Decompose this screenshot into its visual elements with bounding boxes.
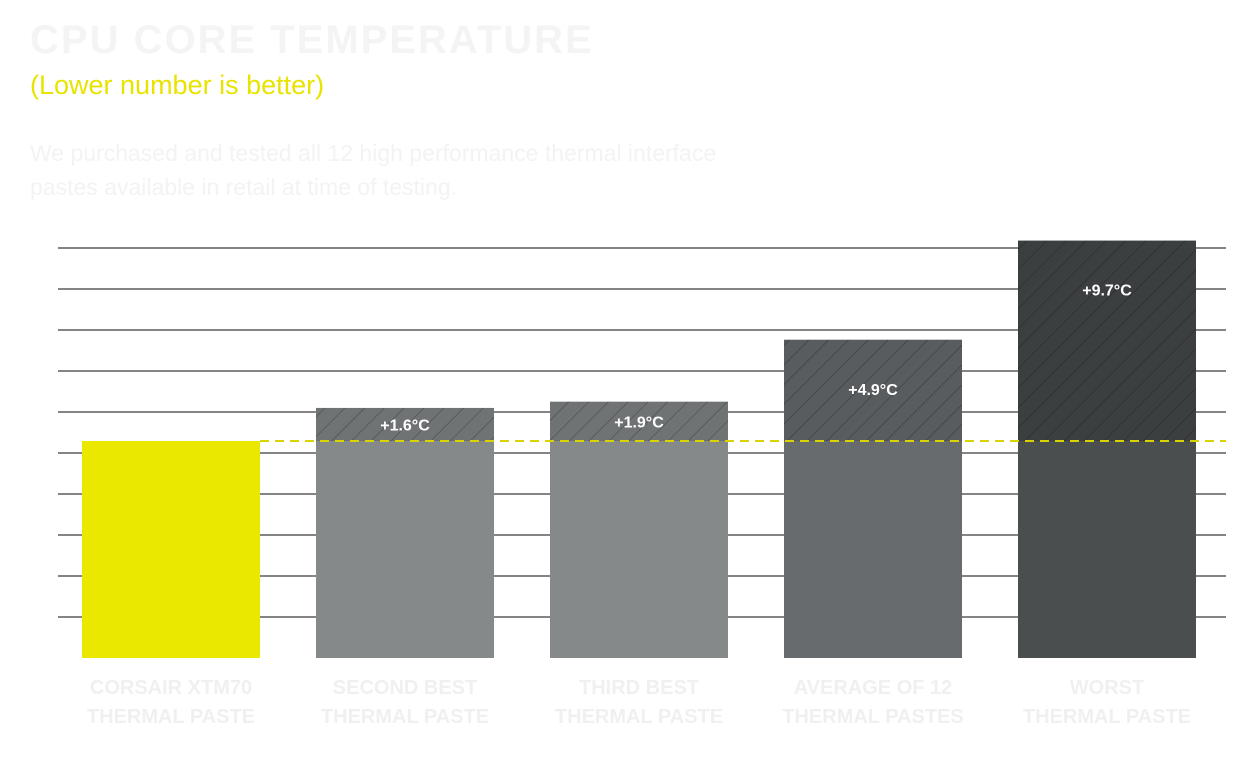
bar-1 xyxy=(316,407,494,658)
bar-delta-hatch-4 xyxy=(1018,240,1196,441)
bar-0 xyxy=(82,441,260,658)
bar-2 xyxy=(550,401,728,658)
delta-label-2: +1.9°C xyxy=(614,414,664,431)
category-label-4-0: WORST xyxy=(1070,677,1144,699)
category-label-1-0: SECOND BEST xyxy=(333,677,477,699)
bar-delta-hatch-3 xyxy=(784,339,962,441)
delta-label-3: +4.9°C xyxy=(848,382,898,399)
category-label-4-1: THERMAL PASTE xyxy=(1023,706,1191,728)
chart-title: CPU CORE TEMPERATURE xyxy=(30,18,594,62)
category-label-2-0: THIRD BEST xyxy=(579,677,699,699)
bar-delta-hatch-2 xyxy=(550,401,728,441)
bars xyxy=(82,240,1196,658)
category-label-3-0: AVERAGE OF 12 xyxy=(794,677,953,699)
category-label-0-1: THERMAL PASTE xyxy=(87,706,255,728)
category-label-3-1: THERMAL PASTES xyxy=(782,706,964,728)
delta-label-4: +9.7°C xyxy=(1082,283,1132,300)
bar-delta-hatch-1 xyxy=(316,407,494,441)
labels: CORSAIR XTM70 THERMAL PASTE +1.6°C SECOND B… xyxy=(87,283,1191,728)
category-label-1-1: THERMAL PASTE xyxy=(321,706,489,728)
chart-subtitle: (Lower number is better) xyxy=(30,70,325,100)
chart-description: We purchased and tested all 12 high perf… xyxy=(30,140,717,200)
category-label-2-1: THERMAL PASTE xyxy=(555,706,723,728)
delta-label-1: +1.6°C xyxy=(380,417,430,434)
category-label-0-0: CORSAIR XTM70 xyxy=(90,677,252,699)
